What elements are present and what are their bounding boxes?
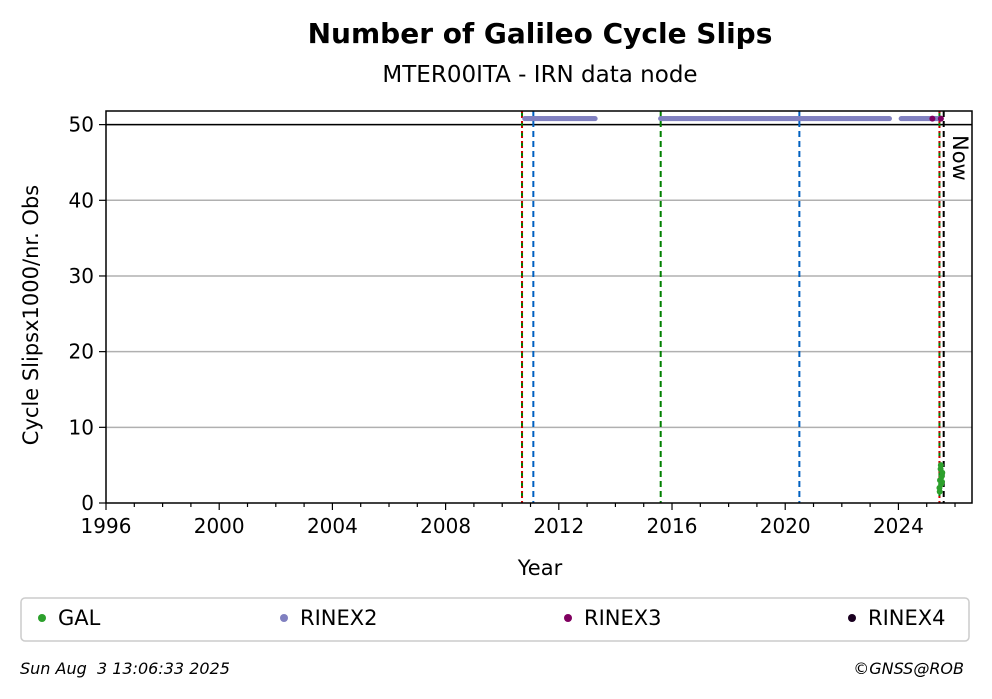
legend-label-rinex2: RINEX2 bbox=[300, 606, 378, 630]
x-tick-label: 2020 bbox=[760, 514, 811, 538]
legend-marker-gal bbox=[38, 614, 46, 622]
legend-label-rinex3: RINEX3 bbox=[584, 606, 662, 630]
legend-label-rinex4: RINEX4 bbox=[868, 606, 946, 630]
legend-label-gal: GAL bbox=[58, 606, 101, 630]
x-tick-label: 2012 bbox=[533, 514, 584, 538]
data-point-gal bbox=[936, 488, 943, 495]
chart-subtitle: MTER00ITA - IRN data node bbox=[382, 62, 697, 88]
x-tick-label: 2004 bbox=[307, 514, 358, 538]
data-point-gal bbox=[939, 469, 946, 476]
data-point-gal bbox=[937, 462, 944, 469]
now-label: Now bbox=[948, 135, 972, 181]
plot-frame bbox=[105, 110, 973, 504]
data-point-gal bbox=[939, 478, 946, 485]
data-point-rinex2 bbox=[886, 115, 892, 122]
legend-box bbox=[20, 597, 970, 642]
y-tick-label: 30 bbox=[69, 264, 94, 288]
footer-credit: ©GNSS@ROB bbox=[853, 659, 964, 678]
y-tick-label: 10 bbox=[69, 415, 94, 439]
x-tick-label: 2000 bbox=[194, 514, 245, 538]
data-point-rinex2 bbox=[592, 115, 598, 122]
legend-marker-rinex2 bbox=[280, 614, 288, 622]
event-lines bbox=[521, 111, 945, 503]
data-point-rinex3 bbox=[937, 115, 944, 122]
x-tick-label: 2024 bbox=[873, 514, 924, 538]
y-tick-label: 40 bbox=[69, 188, 94, 212]
x-tick-label: 1996 bbox=[81, 514, 132, 538]
data-point-rinex3 bbox=[929, 115, 936, 122]
x-tick-label: 2016 bbox=[647, 514, 698, 538]
data-points bbox=[522, 115, 946, 495]
y-tick-label: 20 bbox=[69, 340, 94, 364]
y-axis-label: Cycle Slipsx1000/nr. Obs bbox=[19, 185, 43, 445]
legend: GAL RINEX2 RINEX3 RINEX4 bbox=[38, 606, 946, 630]
y-axis-ticks: 0 10 20 30 40 50 bbox=[69, 113, 106, 515]
x-axis-label: Year bbox=[517, 556, 563, 580]
y-tick-label: 50 bbox=[69, 113, 94, 137]
x-tick-label: 2008 bbox=[420, 514, 471, 538]
footer-timestamp: Sun Aug 3 13:06:33 2025 bbox=[20, 659, 230, 678]
y-tick-label: 0 bbox=[81, 491, 94, 515]
grid-lines bbox=[106, 123, 972, 429]
legend-marker-rinex4 bbox=[848, 614, 856, 622]
legend-marker-rinex3 bbox=[564, 614, 572, 622]
chart-title: Number of Galileo Cycle Slips bbox=[308, 17, 773, 50]
x-axis-ticks: 1996 2000 2004 2008 2012 2016 2020 2024 bbox=[81, 503, 956, 538]
